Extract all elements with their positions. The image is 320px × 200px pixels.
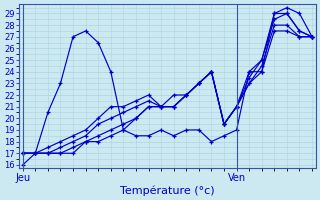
X-axis label: Température (°c): Température (°c) [120, 185, 215, 196]
